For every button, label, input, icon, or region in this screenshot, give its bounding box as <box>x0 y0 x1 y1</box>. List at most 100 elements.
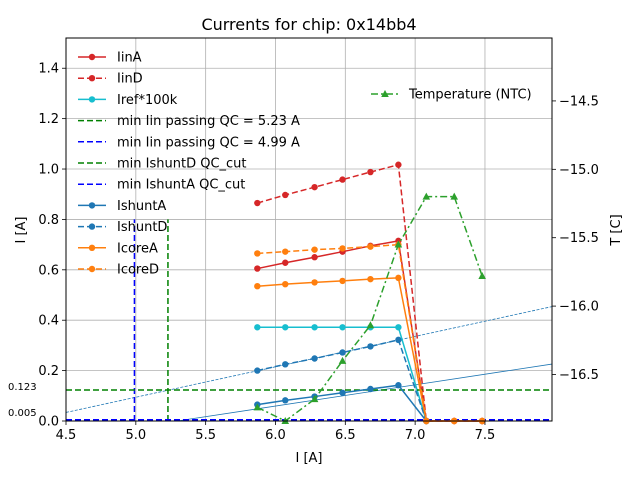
legend-marker <box>88 96 96 103</box>
series-point <box>339 245 346 252</box>
series-line <box>257 239 483 422</box>
series-point <box>339 277 346 285</box>
legend-marker <box>88 202 96 209</box>
legend: IinA IinD Iref*100k min Iin passing QC = 5.… <box>78 51 300 278</box>
y-tick-label: 0.6 <box>38 263 59 278</box>
series-point <box>282 248 289 255</box>
y2-tick-label: −16.5 <box>559 368 599 383</box>
series-point <box>395 161 402 168</box>
legend-label: IshuntD <box>117 220 167 235</box>
series-point <box>254 282 261 290</box>
series-point <box>395 382 402 389</box>
series-point <box>254 324 261 331</box>
y-tick-label: 1.2 <box>38 112 59 127</box>
x-tick-label: 4.5 <box>56 428 77 443</box>
series-point <box>338 356 347 364</box>
legend-label: IinA <box>117 51 142 66</box>
legend-label: min IshuntD QC_cut <box>117 157 247 172</box>
series-point <box>311 324 318 331</box>
series-point <box>339 176 346 183</box>
series-point <box>339 349 346 356</box>
series-point <box>311 279 318 286</box>
series-point <box>254 250 261 257</box>
series-point <box>254 367 261 374</box>
legend-marker <box>88 265 96 273</box>
chart-title: Currents for chip: 0x14bb4 <box>201 15 416 34</box>
series-point <box>367 275 374 283</box>
legend-marker <box>88 244 96 251</box>
legend-label: IcoreA <box>117 241 158 256</box>
x-tick-label: 6.0 <box>265 428 286 443</box>
legend-marker <box>381 90 389 97</box>
series-point <box>310 395 319 403</box>
legend-label: min Iin passing QC = 5.23 A <box>117 114 300 129</box>
legend-marker <box>88 223 96 230</box>
y-tick-label: 1.4 <box>38 62 59 77</box>
fit-line <box>65 306 553 413</box>
series-point <box>282 397 289 404</box>
legend-label: IinD <box>117 72 143 87</box>
series-line <box>257 243 483 422</box>
y2-tick-label: −15.0 <box>559 163 599 178</box>
y2-tick-label: −16.0 <box>559 300 599 315</box>
y-tick-label: 0.0 <box>38 415 59 430</box>
series-point <box>395 274 402 282</box>
series-point <box>254 265 261 272</box>
legend-label: IcoreD <box>117 263 159 278</box>
legend-marker <box>88 53 96 61</box>
legend-label: Iref*100k <box>117 93 178 108</box>
y-tick-label: 1.0 <box>38 163 59 178</box>
series-point <box>339 324 346 331</box>
x-axis-label: I [A] <box>295 451 322 466</box>
series-line <box>257 163 483 422</box>
y-axis-label: I [A] <box>14 216 29 243</box>
axes: 4.5 5.0 5.5 6.0 6.5 7.0 7.5 0.0 0.2 0.4 0.6 0.8 1.0 1… <box>38 62 599 443</box>
series-point <box>254 199 261 207</box>
series-point <box>367 243 374 250</box>
series-point <box>253 403 262 411</box>
series-point <box>450 192 459 200</box>
series-point <box>282 361 289 368</box>
series-point <box>311 183 318 191</box>
annotation-0123: 0.123 <box>8 382 37 393</box>
legend-label: IshuntA <box>117 199 166 214</box>
grid <box>65 38 552 422</box>
series-point <box>282 280 289 288</box>
annotation-0005: 0.005 <box>8 408 37 419</box>
series-point <box>395 336 402 344</box>
series-point <box>282 191 289 199</box>
series-point <box>366 321 375 329</box>
series-point <box>367 385 374 393</box>
series-point <box>282 259 289 266</box>
x-tick-label: 7.5 <box>475 428 496 443</box>
series-point <box>282 324 289 331</box>
x-tick-label: 7.0 <box>405 428 426 443</box>
y-tick-label: 0.8 <box>38 213 59 228</box>
series-layer <box>65 161 553 425</box>
series-point <box>367 343 374 350</box>
x-tick-label: 5.5 <box>195 428 216 443</box>
legend-label: min IshuntA QC_cut <box>117 178 245 193</box>
legend-label: Temperature (NTC) <box>408 88 532 103</box>
series-point <box>394 240 403 248</box>
x-tick-label: 5.0 <box>125 428 146 443</box>
series-point <box>311 355 318 362</box>
legend-label: min Iin passing QC = 4.99 A <box>117 135 300 150</box>
y-tick-label: 0.4 <box>38 314 59 329</box>
series-point <box>395 324 402 331</box>
plot-frame <box>65 37 553 422</box>
legend-marker <box>88 75 96 82</box>
series-point <box>478 272 486 280</box>
series-point <box>311 246 318 253</box>
series-point <box>311 254 318 261</box>
series-point <box>367 168 374 176</box>
y2-tick-label: −15.5 <box>559 231 599 246</box>
y2-axis-label: T [C] <box>609 214 624 246</box>
fit-line <box>177 363 553 422</box>
series-point <box>422 192 431 200</box>
legend-temperature: Temperature (NTC) <box>371 88 532 103</box>
x-tick-label: 6.5 <box>335 428 356 443</box>
y2-tick-label: −14.5 <box>559 94 599 109</box>
y-tick-label: 0.2 <box>38 364 59 379</box>
